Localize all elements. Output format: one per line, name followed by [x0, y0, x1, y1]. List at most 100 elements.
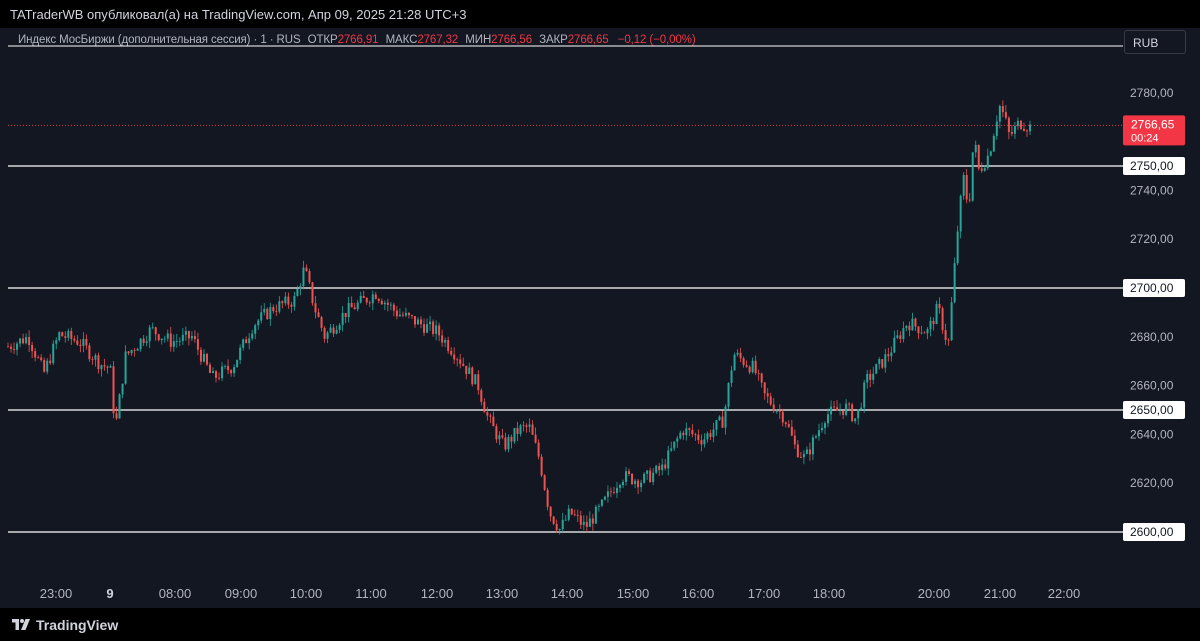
candle: [811, 434, 814, 461]
candle: [634, 478, 637, 489]
x-tick-label: 17:00: [748, 586, 781, 601]
svg-text:2750,00: 2750,00: [1130, 159, 1174, 173]
candle: [172, 334, 175, 352]
candle: [808, 442, 811, 461]
candle: [208, 362, 211, 374]
candle: [540, 453, 543, 478]
candle: [112, 361, 115, 419]
candle: [742, 356, 745, 368]
candle: [344, 313, 347, 324]
candle: [989, 150, 992, 157]
candle: [407, 312, 410, 319]
close-label: ЗАКР: [539, 34, 568, 46]
x-tick-label: 20:00: [918, 586, 951, 601]
candle: [543, 474, 546, 491]
candle: [643, 472, 646, 484]
candle: [1004, 105, 1007, 120]
candle: [787, 420, 790, 429]
candle: [121, 383, 124, 399]
x-tick-label: 12:00: [421, 586, 454, 601]
currency-button[interactable]: RUB: [1124, 30, 1186, 54]
x-tick-label: 14:00: [551, 586, 584, 601]
candle: [745, 360, 748, 368]
candle: [920, 325, 923, 335]
candles: [7, 100, 1123, 535]
candle: [350, 296, 353, 308]
candle: [64, 331, 67, 343]
candle: [899, 331, 902, 343]
candle: [947, 338, 950, 346]
candle: [317, 308, 320, 318]
candle: [769, 392, 772, 407]
candle: [426, 318, 429, 334]
candle: [272, 304, 275, 314]
candle: [196, 332, 199, 356]
level-price-label: 2750,00: [1123, 157, 1185, 175]
candle: [157, 333, 160, 342]
candle: [537, 439, 540, 460]
candle: [926, 327, 929, 340]
candle: [676, 435, 679, 448]
candle: [564, 515, 567, 521]
publisher-text: TATraderWB опубликовал(а) на TradingView…: [10, 6, 467, 22]
candle: [830, 400, 833, 421]
candle: [893, 330, 896, 354]
candle: [100, 364, 103, 377]
candle: [606, 485, 609, 503]
candle: [513, 427, 516, 444]
candle: [582, 515, 585, 531]
candle: [510, 434, 513, 449]
candle: [314, 296, 317, 319]
candle: [55, 337, 58, 350]
candle: [591, 513, 594, 531]
candle: [658, 462, 661, 477]
candle: [49, 353, 52, 365]
candle: [70, 327, 73, 345]
candle: [483, 398, 486, 413]
candle: [597, 503, 600, 512]
x-tick-label: 21:00: [984, 586, 1017, 601]
candle: [447, 336, 450, 354]
candle: [79, 339, 82, 353]
x-tick-label: 08:00: [159, 586, 192, 601]
candle: [863, 379, 866, 413]
candle: [661, 458, 664, 476]
candle: [423, 318, 426, 336]
candle: [670, 441, 673, 452]
candle: [733, 352, 736, 371]
low-value: 2766,56: [491, 34, 533, 46]
candle: [1001, 100, 1004, 118]
candle: [519, 423, 522, 437]
candle: [823, 421, 826, 435]
y-tick-label: 2680,00: [1130, 330, 1174, 344]
candlestick-chart[interactable]: 2780,00 2740,00 2720,00 2680,00 2660,00 2640,…: [0, 28, 1200, 608]
candle: [401, 311, 404, 318]
candle: [600, 498, 603, 508]
candle: [561, 512, 564, 533]
candle: [347, 296, 350, 323]
x-tick-label: 11:00: [355, 586, 387, 601]
candle: [199, 347, 202, 366]
y-axis: 2780,00 2740,00 2720,00 2680,00 2660,00 2640,…: [1123, 86, 1185, 541]
symbol-name: Индекс МосБиржи (дополнительная сессия) …: [18, 34, 301, 46]
candle: [359, 291, 362, 304]
candle: [233, 364, 236, 377]
candle: [615, 481, 618, 498]
candle: [766, 387, 769, 404]
candle: [959, 194, 962, 239]
candle: [507, 434, 510, 453]
candle: [965, 168, 968, 204]
candle: [703, 433, 706, 448]
candle: [516, 421, 519, 442]
candle: [1016, 117, 1019, 130]
candle: [902, 321, 905, 343]
candle: [1029, 120, 1031, 136]
high-value: 2767,32: [417, 34, 459, 46]
change-value: −0,12 (−0,00%): [617, 34, 696, 46]
candle: [567, 504, 570, 522]
candle: [489, 413, 492, 424]
candle: [91, 356, 94, 365]
candle: [341, 306, 344, 332]
y-tick-label: 2620,00: [1130, 476, 1174, 490]
